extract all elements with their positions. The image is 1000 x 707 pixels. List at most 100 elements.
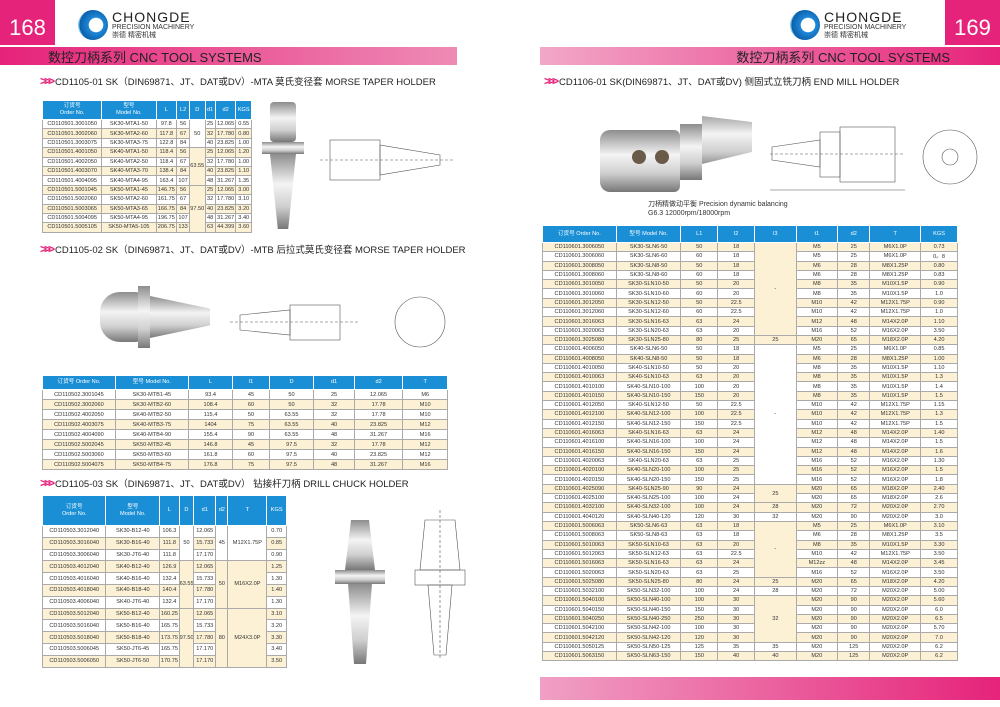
table-row: CD110601.5006063 SK50-SLN6-63 63 18- M5 25 M6X… (542, 520, 958, 578)
table-cell: CD110501.5004095 (41, 212, 103, 224)
table-cell: CD110501.3003075 (41, 137, 103, 149)
column-header: D (189, 100, 206, 120)
table-cell: M12X1.75P (869, 400, 922, 411)
table-cell: SK40-MTB2-50 (114, 409, 189, 420)
table-cell: 63 (680, 316, 719, 327)
table-cell: M12X1.75P (869, 307, 922, 318)
table-cell: 32 (754, 511, 797, 522)
table-cell: M16 (795, 474, 839, 485)
table-cell: M14X2.0P (869, 427, 922, 439)
table-cell: SK30-B12-40 (105, 525, 161, 538)
table-cell: 5.00 (920, 585, 958, 597)
table-cell: 17.780 (214, 128, 237, 139)
column-header: d2 (215, 495, 229, 526)
table-cell: 146.8 (187, 439, 234, 450)
table-cell: 1.0 (920, 288, 958, 299)
table-cell: M6 (795, 260, 839, 271)
table-cell: M12X1.75P (869, 418, 922, 429)
table-cell: M20X2.0P (869, 604, 922, 615)
table-cell: 1.30 (920, 455, 958, 467)
column-header: t1 (795, 225, 839, 243)
table-cell: CD110503.5016040 (41, 619, 107, 633)
table-cell: M6 (795, 353, 839, 364)
table-cell: CD110601.3006050 (542, 241, 617, 253)
table-cell: SK30-SLN20-63 (615, 325, 682, 336)
table-cell: M16 (402, 429, 448, 440)
table-cell: 20 (717, 372, 756, 383)
table-cell: 125 (680, 641, 719, 653)
table-cell: 97.5 (268, 449, 315, 460)
column-header: d1 (193, 495, 217, 526)
table-cell: 20 (717, 325, 756, 336)
table-row: CD110601.3008050 SK30-SLN8-50 50 18 M6 28 M8X1… (542, 260, 958, 271)
table-cell: 40 (313, 449, 355, 460)
table-cell: SK50-SLN40-100 (615, 595, 682, 606)
table-cell: 20 (717, 288, 756, 299)
table-cell: 0.73 (920, 241, 958, 253)
column-header: L1 (680, 225, 719, 243)
table-cell: 22.5 (717, 418, 756, 429)
table-cell: SK40-SLN10-50 (615, 362, 682, 374)
table-cell: 3.0 (920, 511, 958, 522)
column-header: l1 (232, 375, 270, 390)
table-row: CD110503.5006050 SK50-JT6-50 170.75 17.170 3… (41, 654, 287, 668)
table-cell: SK40-SLN10-100 (615, 381, 682, 392)
header-band: 数控刀柄系列 CNC TOOL SYSTEMS (540, 47, 1000, 65)
table-cell: 1.00 (235, 137, 252, 149)
table-cell: CD110601.4016100 (542, 437, 617, 448)
table-cell: 40 (204, 203, 216, 214)
table-row: CD110601.5016063 SK50-SLN16-63 63 24 M12zz 48… (542, 558, 958, 569)
logo-brand: CHONGDE (824, 9, 903, 25)
table-row: CD110501.3003075 SK30-MTA3-75 122.8 84 40 23.… (41, 137, 252, 149)
table-cell: M12 (795, 316, 839, 327)
table-row: CD110601.5012063 SK50-SLN12-63 63 22.5 M10 42… (542, 548, 958, 560)
table-cell: 3.10 (235, 194, 252, 205)
table-cell: 107 (176, 175, 191, 186)
table-cell: SK40-B18-40 (105, 583, 161, 597)
table-cell: 17.170 (193, 642, 217, 656)
column-header: d2 (214, 100, 237, 120)
table-cell: CD110502.4002050 (42, 409, 116, 420)
table-cell: CD110501.4004095 (41, 175, 103, 186)
table-cell: SK40-SLN25-100 (615, 492, 682, 504)
table-cell: 3.10 (266, 607, 287, 621)
table-cell: 30 (717, 632, 756, 643)
table-cell: M20 (795, 632, 839, 643)
table-row: CD110501.4004095 SK40-MTA4-95 163.4 107 48 31… (41, 175, 252, 186)
table-cell: 0.90 (920, 279, 958, 290)
table-cell: 122.8 (155, 137, 178, 149)
table-cell: SK50-MTB2-45 (114, 439, 189, 450)
table-row: CD110502.4003075 SK40-MTB3-75 1404 75 63.55 4… (42, 419, 448, 430)
table-row: CD110601.4008050 SK40-SLN8-50 50 18 M6 28 M8X1… (542, 353, 958, 364)
table-cell: SK40-B12-40 (105, 560, 161, 574)
table-row: CD110601.3016063 SK30-SLN16-63 63 24 M12 48 M1… (542, 316, 958, 327)
table-cell: M18X2.0P (869, 334, 922, 346)
table-cell: 28 (837, 353, 871, 364)
page-number: 168 (0, 0, 55, 45)
page-number: 169 (945, 0, 1000, 45)
logo-mark-icon (790, 10, 820, 40)
table-row: CD110501.5004095 SK50-MTA4-95 196.75 107 48 3… (41, 212, 252, 224)
table-cell: 42 (837, 418, 871, 429)
table-cell: 4.20 (920, 576, 958, 588)
table-cell: 18 (717, 530, 756, 541)
table-cell: 1.0 (920, 307, 958, 318)
table-row: CD110601.5050125 SK50-SLN50-125 125 35 35 M20… (542, 641, 958, 653)
table-cell: 48 (204, 175, 216, 186)
column-header: 订货号 Order No. (42, 375, 116, 390)
column-header: 订货号 Order No. (41, 495, 107, 526)
table-cell: SK30-MTA1-50 (101, 118, 157, 130)
table-cell: CD110501.5002060 (41, 194, 103, 205)
column-header: l2 (717, 225, 756, 243)
table-row: CD110601.4012100 SK40-SLN12-100 100 22.5 M10… (542, 409, 958, 420)
table-row: CD110601.3020063 SK30-SLN20-63 63 20 M16 52 M1… (542, 325, 958, 336)
table-cell: CD110503.5006050 (41, 654, 107, 668)
table-row: CD110601.5040150 SK50-SLN40-150 150 30 M20 90… (542, 604, 958, 615)
table-cell: CD110501.5003065 (41, 203, 103, 214)
table-cell: CD110502.3002060 (42, 399, 116, 410)
table-cell: 6.5 (920, 613, 958, 625)
table-cell: 3.60 (235, 222, 252, 233)
table-cell: SK50-SLN42-120 (615, 632, 682, 643)
table-cell: SK40-SLN12-150 (615, 418, 682, 429)
column-header: 订货号 Order No. (41, 100, 103, 120)
